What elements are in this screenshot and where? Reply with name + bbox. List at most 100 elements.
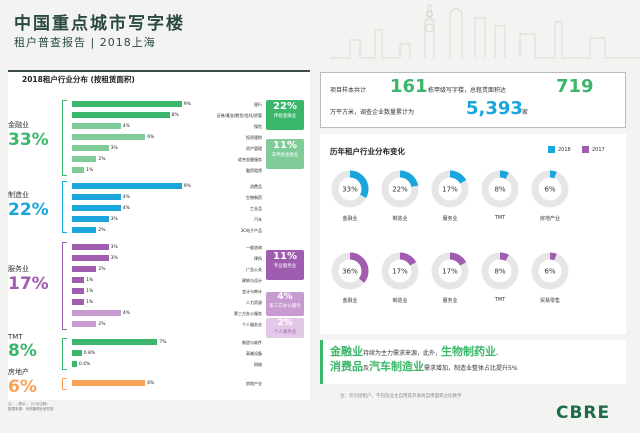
bar-value-label: 4% xyxy=(122,194,130,200)
bar-value-label: 2% xyxy=(98,227,106,233)
services-bracket xyxy=(62,242,67,330)
bar-value-label: 7% xyxy=(159,339,167,345)
bar xyxy=(72,167,85,173)
section-percent: 33% xyxy=(8,130,49,150)
donut-value: 17% xyxy=(442,268,458,276)
conclusion-box xyxy=(320,340,626,384)
summary-text: 项目样本共计 xyxy=(330,87,367,94)
manufacturing-bracket xyxy=(62,181,67,233)
bar xyxy=(72,194,121,200)
summary-box xyxy=(320,72,626,128)
trend-title: 历年租户行业分布变化 xyxy=(330,147,405,156)
bar-category-label: 高端设备 xyxy=(246,350,262,356)
industry-distribution-panel xyxy=(8,70,310,400)
bar xyxy=(72,244,109,250)
bar-category-label: 综合金融服务 xyxy=(238,156,262,162)
bar xyxy=(72,112,170,118)
bar-category-label: 律所 xyxy=(254,255,262,261)
footnote-line: 数据来源：世邦魏理仕研究部 xyxy=(8,407,54,411)
finance-bracket xyxy=(62,100,67,176)
badge-value: 11% xyxy=(273,140,297,151)
trend-panel xyxy=(320,134,626,334)
badge-value: 11% xyxy=(273,251,297,262)
bar-value-label: 1% xyxy=(86,288,94,294)
bar-category-label: 工业品 xyxy=(250,205,262,211)
badge-traditional-finance: 22% 传统金融业 xyxy=(266,100,304,130)
summary-text: 万平方米，调查企业数量累计为 xyxy=(330,109,415,116)
bar-category-label: 一般咨询 xyxy=(246,244,262,250)
bar-value-label: 3% xyxy=(110,145,118,151)
donut-slice xyxy=(431,252,469,290)
section-name: 金融业 xyxy=(8,121,29,129)
bar-category-label: 广告公关 xyxy=(246,266,262,272)
section-manufacturing: 制造业 22% xyxy=(8,190,49,220)
badge-label: 第三方办公服务 xyxy=(269,304,301,309)
bar xyxy=(72,380,146,386)
donut-value: 8% xyxy=(494,186,505,194)
section-name: 服务业 xyxy=(8,265,29,273)
bar-value-label: 1% xyxy=(86,299,94,305)
donut-label: 服务业 xyxy=(442,216,458,222)
donut-chart: 6% xyxy=(531,170,569,208)
donut-slice xyxy=(381,170,419,208)
donut-value: 17% xyxy=(442,186,458,194)
legend-label-2018: 2018 xyxy=(558,147,571,153)
bar xyxy=(72,321,97,327)
realestate-bracket xyxy=(62,378,67,390)
donut-chart: 6% xyxy=(531,252,569,290)
bar-value-label: 1% xyxy=(86,167,94,173)
bar xyxy=(72,255,109,261)
bar xyxy=(72,339,158,345)
section-name: 制造业 xyxy=(8,191,29,199)
bar-category-label: 银行 xyxy=(254,101,262,107)
donut-value: 6% xyxy=(544,268,555,276)
summary-building-count: 161 xyxy=(390,76,428,97)
bar xyxy=(72,310,121,316)
donut-label: 贸易零售 xyxy=(539,298,560,304)
donut-chart: 17% xyxy=(381,252,419,290)
badge-nontraditional-finance: 11% 非传统金融业 xyxy=(266,139,304,169)
cbre-logo: CBRE xyxy=(556,403,611,423)
tmt-bracket xyxy=(62,338,67,370)
donut-label: 房地产业 xyxy=(539,216,560,222)
bar-value-label: 4% xyxy=(122,310,130,316)
bar xyxy=(72,145,109,151)
bar-category-label: 个人服务业 xyxy=(242,321,262,327)
donut-label: TMT xyxy=(494,297,506,303)
highlight: 消费品 xyxy=(330,360,363,373)
bar-value-label: 0.8% xyxy=(83,350,96,356)
section-name: 房地产 xyxy=(8,368,29,376)
bar xyxy=(72,216,109,222)
section-finance: 金融业 33% xyxy=(8,120,49,150)
bar xyxy=(72,101,182,107)
donut-slice xyxy=(331,170,369,208)
bar-value-label: 3% xyxy=(110,244,118,250)
bar-category-label: 消费品 xyxy=(250,183,262,189)
donut-label: 金融业 xyxy=(342,298,358,304)
donut-slice xyxy=(531,170,569,208)
bar xyxy=(72,205,121,211)
bar-category-label: 网络 xyxy=(254,361,262,367)
donut-value: 22% xyxy=(392,186,408,194)
donut-chart: 33% xyxy=(331,170,369,208)
legend-swatch-2018 xyxy=(548,146,555,153)
footnote-line: 注：...表示...（小字注释） xyxy=(8,402,50,406)
bar-value-label: 6% xyxy=(147,134,155,140)
badge-value: 4% xyxy=(277,292,293,302)
donut-label: 制造业 xyxy=(392,298,408,304)
bar-value-label: 4% xyxy=(122,205,130,211)
text: 需求增加，制造业整体占比提升5% xyxy=(424,365,518,372)
text: 持续为主力需求来源，此外， xyxy=(363,350,442,357)
bar xyxy=(72,183,182,189)
page-subtitle: 租户普查报告 | 2018上海 xyxy=(14,36,156,49)
text: 、 xyxy=(496,350,503,357)
note: 注：仅包括租户，不包括业主自用及开发商自用面积占比数字 xyxy=(340,394,462,399)
bar-category-label: 资产管理 xyxy=(246,145,262,151)
bar xyxy=(72,156,97,162)
badge-personal-services: 2% 个人服务业 xyxy=(266,318,304,338)
summary-text: 家 xyxy=(522,109,529,116)
bar-category-label: 第三方办公服务 xyxy=(234,310,262,316)
section-percent: 17% xyxy=(8,274,49,294)
highlight: 生物制药业 xyxy=(441,345,497,358)
donut-slice xyxy=(431,170,469,208)
